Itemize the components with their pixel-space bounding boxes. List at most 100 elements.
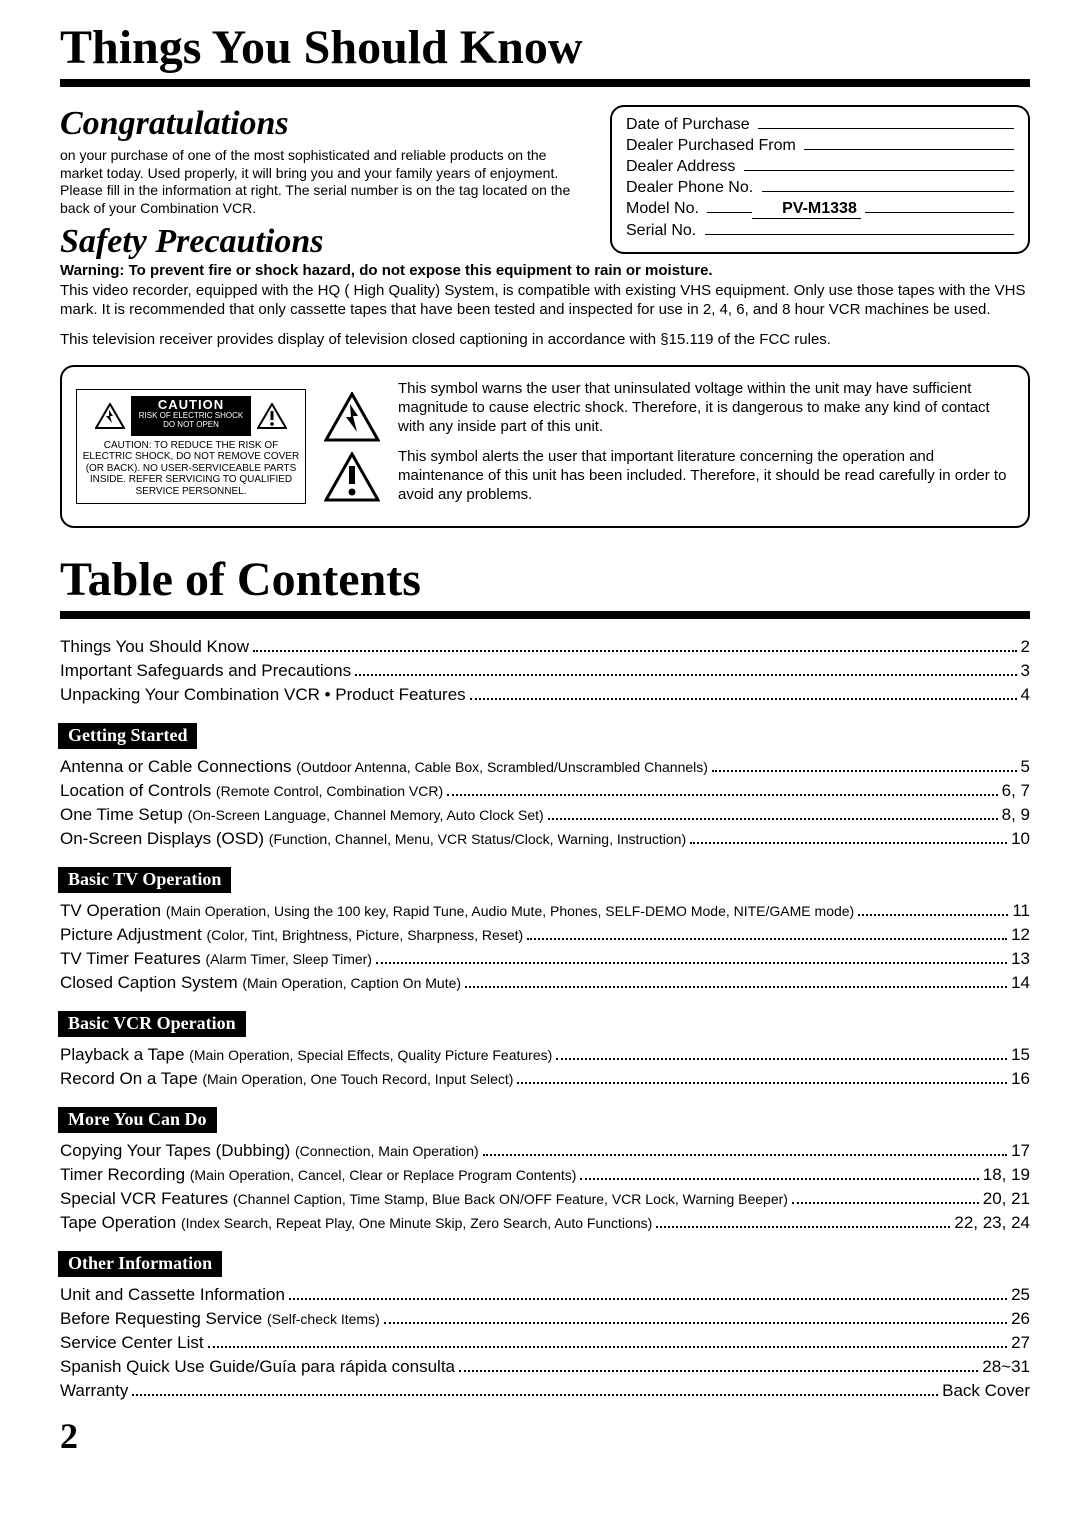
toc-sublabel: (Outdoor Antenna, Cable Box, Scrambled/U…	[296, 759, 708, 775]
toc-section-heading: Getting Started	[58, 723, 197, 749]
toc-leader-dots	[792, 1194, 979, 1204]
triangle-column	[324, 392, 380, 502]
toc-label: Unpacking Your Combination VCR • Product…	[60, 685, 466, 705]
toc-sublabel: (Color, Tint, Brightness, Picture, Sharp…	[206, 927, 523, 943]
purchase-row: Dealer Phone No.	[626, 178, 1014, 197]
toc-page: 3	[1021, 661, 1030, 681]
purchase-label: Model No.	[626, 200, 703, 218]
symbol-block: CAUTION RISK OF ELECTRIC SHOCK DO NOT OP…	[60, 365, 1030, 528]
toc-page: 26	[1011, 1309, 1030, 1329]
toc-leader-dots	[858, 906, 1008, 916]
toc-leader-dots	[517, 1074, 1007, 1084]
caution-pill-title: CAUTION	[158, 397, 224, 412]
divider	[60, 611, 1030, 619]
toc-label: Closed Caption System	[60, 973, 242, 993]
toc-section-heading: Basic VCR Operation	[58, 1011, 246, 1037]
toc-row: Antenna or Cable Connections (Outdoor An…	[60, 757, 1030, 777]
toc-page: 13	[1011, 949, 1030, 969]
toc-row: Closed Caption System (Main Operation, C…	[60, 973, 1030, 993]
toc-sublabel: (Function, Channel, Menu, VCR Status/Clo…	[269, 831, 686, 847]
toc-label: Important Safeguards and Precautions	[60, 661, 351, 681]
toc-row: Picture Adjustment (Color, Tint, Brightn…	[60, 925, 1030, 945]
toc-sublabel: (Main Operation, One Touch Record, Input…	[202, 1071, 513, 1087]
purchase-label: Dealer Purchased From	[626, 137, 800, 155]
toc-row: Record On a Tape (Main Operation, One To…	[60, 1069, 1030, 1089]
toc-label: Timer Recording	[60, 1165, 190, 1185]
toc-sublabel: (Main Operation, Special Effects, Qualit…	[189, 1047, 552, 1063]
toc-page: 5	[1021, 757, 1030, 777]
toc-row: Location of Controls (Remote Control, Co…	[60, 781, 1030, 801]
caution-pill: CAUTION RISK OF ELECTRIC SHOCK DO NOT OP…	[131, 396, 251, 436]
caution-pill-sub2: DO NOT OPEN	[131, 421, 251, 430]
toc-leader-dots	[656, 1218, 950, 1228]
toc-sublabel: (Main Operation, Caption On Mute)	[242, 975, 461, 991]
toc-sublabel: (On-Screen Language, Channel Memory, Aut…	[188, 807, 544, 823]
toc-label: Service Center List	[60, 1333, 204, 1353]
toc-label: Spanish Quick Use Guide/Guía para rápida…	[60, 1357, 455, 1377]
purchase-value: PV-M1338	[752, 200, 861, 219]
toc-page: 10	[1011, 829, 1030, 849]
underline	[744, 157, 1014, 171]
toc-sublabel: (Self-check Items)	[267, 1311, 380, 1327]
purchase-row: Dealer Address	[626, 157, 1014, 176]
underline	[762, 178, 1014, 192]
safety-heading: Safety Precautions	[60, 223, 592, 261]
toc-leader-dots	[527, 930, 1007, 940]
caution-card-body: CAUTION: TO REDUCE THE RISK OF ELECTRIC …	[81, 440, 301, 498]
toc-row: Spanish Quick Use Guide/Guía para rápida…	[60, 1357, 1030, 1377]
toc-label: Before Requesting Service	[60, 1309, 267, 1329]
toc-sublabel: (Remote Control, Combination VCR)	[216, 783, 443, 799]
toc-page: 16	[1011, 1069, 1030, 1089]
toc-label: Copying Your Tapes (Dubbing)	[60, 1141, 295, 1161]
purchase-label: Dealer Address	[626, 158, 740, 176]
underline	[758, 115, 1014, 129]
toc-row: Timer Recording (Main Operation, Cancel,…	[60, 1165, 1030, 1185]
exclaim-triangle-icon	[257, 403, 287, 429]
toc-section-heading: Basic TV Operation	[58, 867, 231, 893]
toc-row: One Time Setup (On-Screen Language, Chan…	[60, 805, 1030, 825]
toc-leader-dots	[556, 1050, 1007, 1060]
purchase-info-box: Date of Purchase Dealer Purchased From D…	[610, 105, 1030, 254]
toc-label: Picture Adjustment	[60, 925, 206, 945]
symbol-text-1: This symbol warns the user that uninsula…	[398, 379, 1014, 437]
toc-row: Copying Your Tapes (Dubbing) (Connection…	[60, 1141, 1030, 1161]
toc-label: Record On a Tape	[60, 1069, 202, 1089]
toc-sublabel: (Index Search, Repeat Play, One Minute S…	[181, 1215, 652, 1231]
toc-row: TV Timer Features (Alarm Timer, Sleep Ti…	[60, 949, 1030, 969]
toc-leader-dots	[712, 762, 1017, 772]
toc-leader-dots	[384, 1314, 1007, 1324]
page-title-1: Things You Should Know	[60, 20, 1030, 75]
bolt-triangle-icon	[95, 403, 125, 429]
toc-page: 4	[1021, 685, 1030, 705]
toc-label: Warranty	[60, 1381, 128, 1401]
toc-sublabel: (Channel Caption, Time Stamp, Blue Back …	[233, 1191, 788, 1207]
toc-row: WarrantyBack Cover	[60, 1381, 1030, 1401]
congrats-body: on your purchase of one of the most soph…	[60, 147, 592, 217]
toc-page: 6, 7	[1002, 781, 1030, 801]
purchase-row: Date of Purchase	[626, 115, 1014, 134]
toc-label: Things You Should Know	[60, 637, 249, 657]
toc-page: 14	[1011, 973, 1030, 993]
toc-sublabel: (Alarm Timer, Sleep Timer)	[205, 951, 371, 967]
intro-row: Congratulations on your purchase of one …	[60, 105, 1030, 261]
toc-row: TV Operation (Main Operation, Using the …	[60, 901, 1030, 921]
toc-leader-dots	[459, 1362, 978, 1372]
toc-page: 11	[1012, 901, 1030, 921]
toc-page: 20, 21	[983, 1189, 1030, 1209]
toc-leader-dots	[470, 690, 1017, 700]
purchase-label: Date of Purchase	[626, 116, 754, 134]
page-number: 2	[60, 1415, 1030, 1457]
underline	[705, 221, 1014, 235]
divider	[60, 79, 1030, 87]
underline	[804, 136, 1014, 150]
toc-sublabel: (Main Operation, Cancel, Clear or Replac…	[190, 1167, 577, 1183]
safety-line-3: This television receiver provides displa…	[60, 330, 1030, 350]
toc-page: 12	[1011, 925, 1030, 945]
purchase-label: Serial No.	[626, 222, 701, 240]
bolt-triangle-icon	[324, 392, 380, 442]
toc-leader-dots	[690, 834, 1007, 844]
toc-title: Table of Contents	[60, 552, 1030, 607]
exclaim-triangle-icon	[324, 452, 380, 502]
underline	[707, 199, 752, 213]
toc-row: Important Safeguards and Precautions 3	[60, 661, 1030, 681]
